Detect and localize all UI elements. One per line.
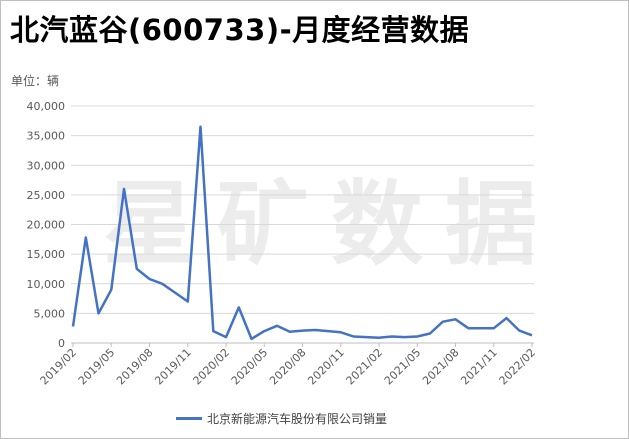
x-tick-label: 2020/05 (229, 346, 271, 388)
x-tick-label: 2019/02 (38, 346, 80, 388)
x-tick-label: 2022/02 (497, 346, 539, 388)
series-line-sales (71, 125, 533, 341)
gridlines (71, 105, 534, 314)
page-title: 北汽蓝谷(600733)-月度经营数据 (10, 13, 470, 47)
x-tick-label: 2021/02 (344, 346, 386, 388)
x-tick-label: 2021/11 (458, 346, 500, 388)
unit-label: 单位：辆 (11, 74, 60, 88)
x-tick-label: 2021/05 (382, 346, 424, 388)
x-tick-label: 2020/08 (267, 346, 309, 388)
y-tick-label: 40,000 (27, 100, 66, 113)
y-tick-label: 25,000 (27, 189, 66, 202)
y-tick-label: 35,000 (27, 130, 66, 143)
x-tick-label: 2021/08 (420, 346, 462, 388)
x-tick-label: 2019/05 (76, 346, 118, 388)
y-tick-label: 20,000 (27, 219, 66, 232)
x-tick-label: 2020/02 (191, 346, 233, 388)
x-tick-label: 2019/11 (152, 346, 194, 388)
y-tick-label: 30,000 (27, 159, 66, 172)
legend-label: 北京新能源汽车股份有限公司销量 (207, 412, 388, 426)
legend-swatch (176, 417, 202, 420)
x-tick-label: 2020/11 (305, 346, 347, 388)
y-tick-label: 15,000 (27, 248, 66, 261)
y-axis-ticks: 0 5,000 10,000 15,000 20,000 25,000 30,000 35,0… (27, 100, 66, 350)
y-tick-label: 10,000 (27, 278, 66, 291)
y-tick-label: 5,000 (34, 307, 66, 320)
x-axis-ticks: 2019/022019/052019/082019/112020/022020/… (38, 343, 539, 388)
legend: 北京新能源汽车股份有限公司销量 (176, 410, 387, 427)
y-tick-label: 0 (58, 337, 65, 350)
x-tick-label: 2019/08 (114, 346, 156, 388)
